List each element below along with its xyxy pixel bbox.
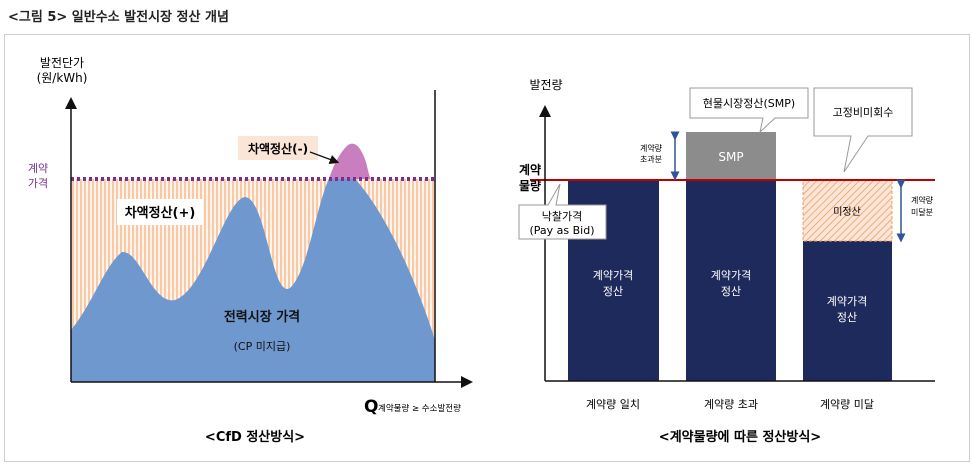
fixed-callout [813, 87, 913, 173]
diff-plus-box [117, 199, 203, 225]
diff-minus-label: 차액정산(-) [248, 141, 308, 156]
bid-callout [518, 183, 607, 240]
bar-shortfall-text-2: 정산 [837, 311, 857, 324]
diff-minus-box [238, 136, 318, 160]
left-caption: <CfD 정산방식> [205, 429, 305, 445]
right-caption: <계약물량에 따른 정산방식> [659, 429, 821, 445]
bar-shortfall-text-1: 계약가격 [827, 294, 867, 308]
market-price-label-1: 전력시장 가격 [224, 309, 300, 325]
excess-label-1: 계약량 [640, 143, 663, 153]
diff-minus-arrow [309, 151, 340, 165]
bar-match-text-2: 정산 [603, 285, 623, 298]
category-shortfall: 계약량 미달 [820, 397, 874, 411]
right-y-label: 발전량 [529, 78, 562, 92]
diff-plus-label: 차액정산(+) [125, 205, 196, 221]
unsettled-box [802, 179, 893, 242]
bid-callout-1: 낙찰가격 [542, 210, 582, 223]
contract-qty-label-1: 계약 [519, 162, 541, 177]
smp-box [686, 132, 776, 180]
category-excess: 계약량 초과 [704, 397, 758, 411]
left-y-label-2: (원/kWh) [37, 71, 88, 85]
market-price-label-2: (CP 미지급) [234, 340, 291, 353]
diff-minus-area [329, 143, 371, 179]
shortfall-label-2: 미달분 [911, 208, 933, 217]
smp-callout-label: 현물시장정산(SMP) [703, 97, 795, 110]
bid-callout-2: (Pay as Bid) [529, 224, 594, 237]
smp-box-label: SMP [718, 150, 743, 164]
left-y-label-1: 발전단가 [40, 56, 84, 70]
bar-excess-text-1: 계약가격 [711, 268, 751, 282]
category-match: 계약량 일치 [586, 397, 640, 411]
bar-match-text-1: 계약가격 [593, 268, 633, 282]
left-x-label-sub: 계약물량 ≥ 수소발전량 [378, 403, 461, 414]
quantity-panel: SMP 미정산 발전량 계약 물량 계약가격 정산 계약가격 정산 계약가격 정… [518, 78, 935, 445]
shortfall-label-1: 계약량 [911, 195, 934, 205]
bar-excess [686, 180, 776, 381]
bar-shortfall [803, 241, 892, 381]
smp-callout [689, 87, 809, 134]
left-x-label-q: Q [364, 397, 378, 417]
market-price-area [71, 166, 435, 382]
cfd-panel: 발전단가 (원/kWh) 계약 가격 차액정산(-) 차액정산(+) 전력시장 … [28, 56, 473, 445]
bar-excess-text-2: 정산 [721, 285, 741, 298]
contract-qty-label-2: 물량 [519, 179, 541, 193]
contract-price-label-2: 가격 [28, 177, 48, 190]
contract-price-label-1: 계약 [28, 161, 48, 175]
figure-title: <그림 5> 일반수소 발전시장 정산 개념 [8, 10, 229, 25]
fixed-callout-label: 고정비미회수 [833, 106, 894, 119]
unsettled-box-label: 미정산 [833, 206, 861, 218]
excess-label-2: 초과분 [640, 155, 662, 164]
